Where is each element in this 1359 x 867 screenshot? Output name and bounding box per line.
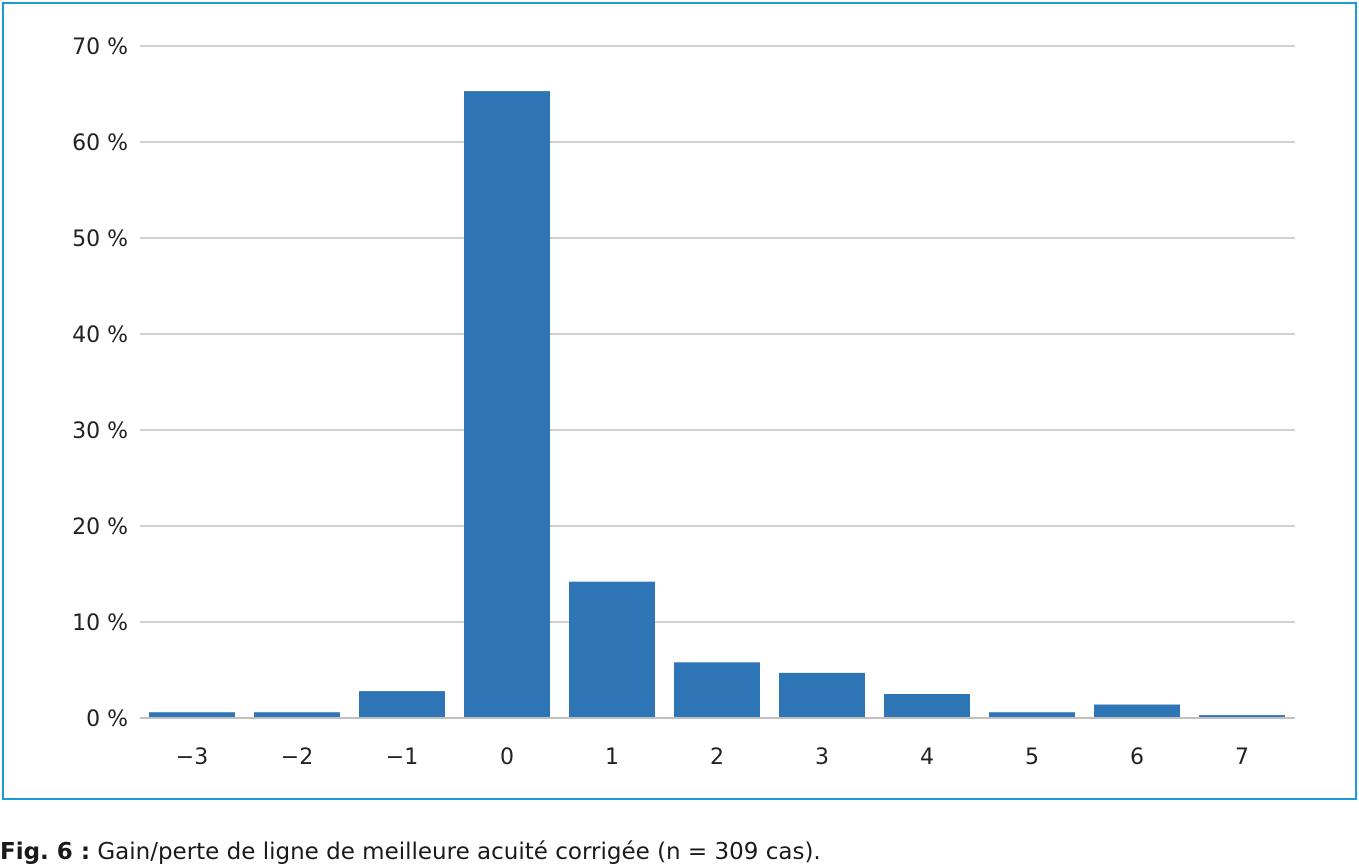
figure-caption: Fig. 6 : Gain/perte de ligne de meilleur… [0, 838, 821, 867]
bar [254, 712, 340, 718]
x-axis-tick-labels: −3 −2 −1 0 1 2 3 4 5 6 7 [176, 745, 1249, 770]
bar [884, 694, 970, 718]
gridlines [140, 45, 1295, 623]
x-tick-label: 2 [710, 745, 724, 770]
y-tick-label: 30 % [72, 419, 128, 444]
bar [779, 672, 865, 718]
bar [674, 662, 760, 718]
y-tick-label: 50 % [72, 227, 128, 252]
x-tick-label: 6 [1130, 745, 1144, 770]
x-tick-label: −3 [176, 745, 208, 770]
y-axis-tick-labels: 0 % 10 % 20 % 30 % 40 % 50 % 60 % 70 % [72, 35, 128, 732]
x-tick-label: 3 [815, 745, 829, 770]
chart-frame [2, 2, 1357, 800]
x-tick-label: 0 [500, 745, 514, 770]
bar [359, 691, 445, 718]
bar-chart: 0 % 10 % 20 % 30 % 40 % 50 % 60 % 70 % −3 −2 −1 0 1… [72, 35, 1295, 770]
bar [1094, 704, 1180, 718]
y-tick-label: 70 % [72, 35, 128, 60]
bar [569, 581, 655, 718]
x-tick-label: 1 [605, 745, 619, 770]
x-tick-label: 4 [920, 745, 934, 770]
y-tick-label: 60 % [72, 131, 128, 156]
bars [149, 91, 1285, 719]
bar [1199, 715, 1285, 718]
x-tick-label: 5 [1025, 745, 1039, 770]
x-tick-label: −2 [281, 745, 313, 770]
caption-text: Gain/perte de ligne de meilleure acuité … [90, 839, 821, 865]
y-tick-label: 40 % [72, 323, 128, 348]
y-tick-label: 0 % [86, 707, 128, 732]
caption-label: Fig. 6 : [0, 839, 91, 865]
x-tick-label: 7 [1235, 745, 1249, 770]
bar [464, 91, 550, 719]
x-tick-label: −1 [386, 745, 418, 770]
y-tick-label: 10 % [72, 611, 128, 636]
y-tick-label: 20 % [72, 515, 128, 540]
bar [989, 712, 1075, 718]
bar [149, 712, 235, 718]
